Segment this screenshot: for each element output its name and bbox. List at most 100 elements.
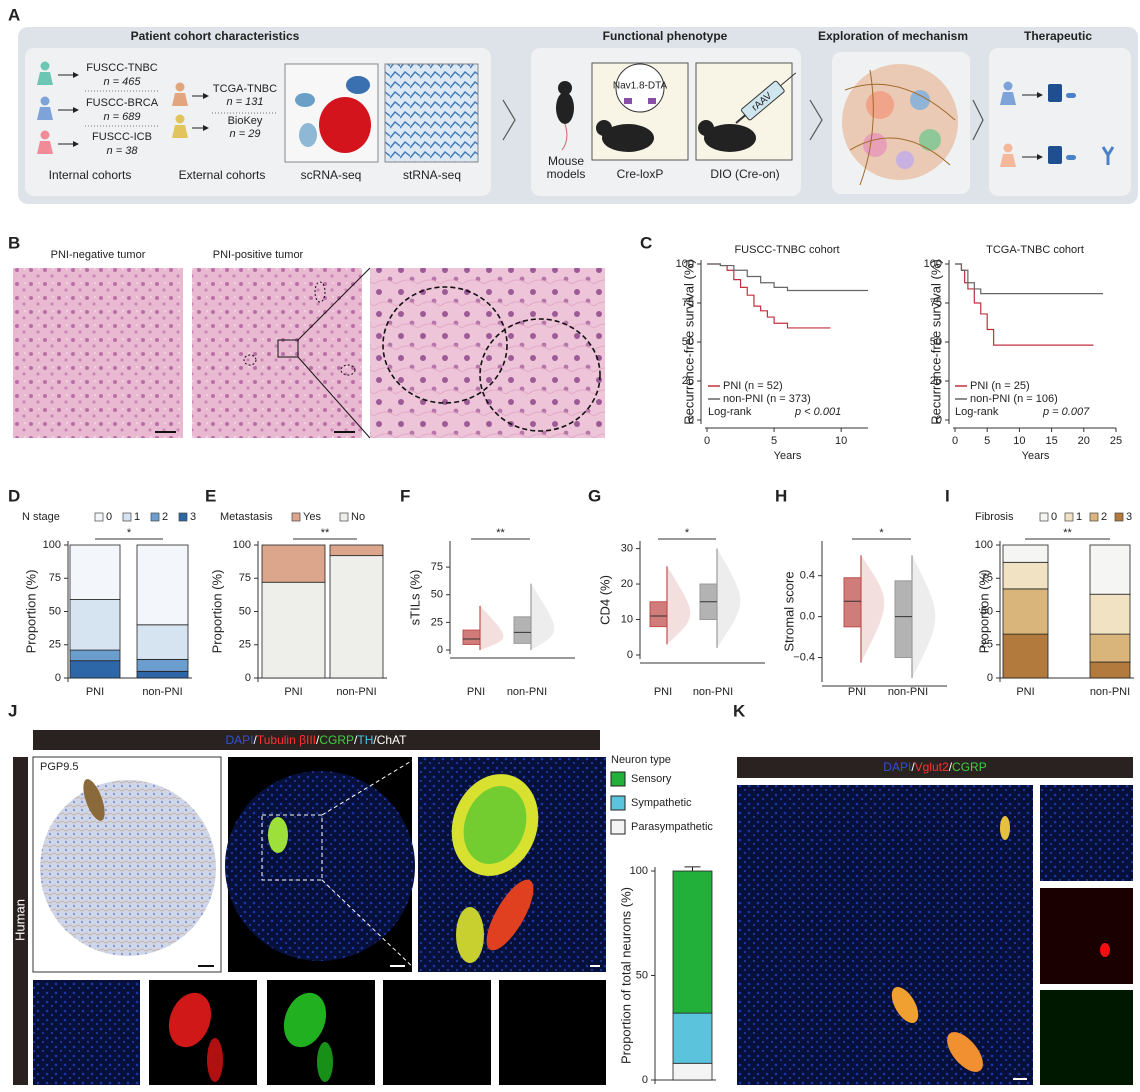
x-tick-label: 0 — [952, 435, 958, 447]
channel-vglut2 — [1040, 888, 1133, 984]
box — [513, 616, 532, 644]
cohort-name: FUSCC-BRCA — [86, 97, 159, 109]
y-tick-label: 50 — [930, 336, 942, 348]
pill-icon — [1066, 155, 1076, 160]
y-tick-label: 100 — [975, 539, 993, 551]
section-title: Therapeutic — [1024, 29, 1092, 43]
cell — [910, 90, 930, 110]
bar-segment — [69, 649, 121, 662]
y-tick-label: 25 — [682, 375, 694, 387]
if-core — [225, 771, 415, 961]
bar-segment — [69, 544, 121, 600]
bar-segment — [1089, 633, 1131, 663]
channel-signal — [283, 992, 327, 1048]
zoom-line — [297, 267, 371, 341]
x-tick-label: 15 — [1045, 435, 1057, 447]
y-tick-label: 20 — [621, 578, 633, 590]
scrna-cluster — [319, 97, 371, 153]
p-value: p = 0.007 — [1042, 406, 1090, 418]
stain-header — [737, 757, 1133, 778]
y-tick-label: 50 — [49, 605, 61, 617]
y-tick-label: 50 — [431, 589, 443, 601]
y-axis-label: Proportion (%) — [209, 570, 224, 654]
x-tick-label: PNI — [1016, 686, 1034, 698]
y-tick-label: 100 — [676, 258, 694, 270]
legend-label: Yes — [303, 511, 321, 523]
density-shape — [531, 583, 555, 650]
bar-segment — [261, 544, 326, 583]
bar-segment — [69, 660, 121, 679]
construct-label: Nav1.8-DTA — [613, 81, 668, 92]
x-tick-label: PNI — [86, 686, 104, 698]
legend-swatch — [339, 512, 349, 522]
x-axis-label: Years — [1022, 450, 1050, 462]
legend-label: 0 — [106, 511, 112, 523]
person-icon — [40, 130, 50, 140]
legend-label: 1 — [1076, 511, 1082, 523]
y-tick-label: 25 — [431, 616, 443, 628]
stain-name: DAPI — [883, 760, 911, 774]
legend-swatch — [1114, 512, 1124, 522]
mouse — [704, 124, 756, 152]
model-label: DIO (Cre-on) — [710, 167, 779, 181]
he-image — [13, 268, 183, 438]
bar-segment — [136, 624, 189, 660]
x-tick-label: non-PNI — [142, 686, 182, 698]
legend-label: PNI (n = 52) — [723, 380, 783, 392]
if-nerve — [486, 879, 534, 951]
x-tick-label: 20 — [1078, 435, 1090, 447]
bar-segment — [136, 658, 189, 672]
y-tick-label: 75 — [431, 561, 443, 573]
bar-segment — [261, 581, 326, 679]
mouse — [558, 81, 572, 95]
cohort-n: n = 29 — [230, 128, 261, 140]
bar-segment — [136, 544, 189, 626]
density-shape — [861, 555, 885, 663]
person-icon — [1003, 143, 1013, 153]
bar-segment — [1002, 561, 1049, 590]
x-tick-label: non-PNI — [888, 686, 928, 698]
mouse — [698, 120, 714, 136]
scrna-cluster — [299, 123, 317, 147]
cohort-name: FUSCC-TNBC — [86, 62, 158, 74]
stain-name: Vglut2 — [915, 760, 949, 774]
legend-title: Fibrosis — [975, 511, 1014, 523]
legend-label: No — [351, 511, 365, 523]
chart-title: TCGA-TNBC cohort — [986, 244, 1084, 256]
cohort-group-label: External cohorts — [179, 168, 266, 182]
legend-swatch — [610, 819, 626, 835]
person-icon — [1000, 92, 1016, 105]
y-axis-label: Recurrence-free survival (%) — [928, 259, 943, 424]
x-tick-label: PNI — [284, 686, 302, 698]
significance: * — [879, 527, 884, 539]
panel-letter: H — [775, 486, 787, 505]
person-icon — [37, 72, 53, 85]
y-tick-label: 25 — [981, 639, 993, 651]
loxp — [648, 98, 656, 104]
panel-letter: A — [8, 5, 20, 24]
y-tick-label: 50 — [239, 605, 251, 617]
person-icon — [172, 93, 188, 106]
stain-name: CGRP — [319, 733, 354, 747]
cohort-name: BioKey — [228, 115, 263, 127]
y-tick-label: 10 — [621, 613, 633, 625]
pni-outline — [382, 286, 508, 404]
syringe — [735, 72, 797, 124]
he-zoom-image — [370, 268, 605, 438]
y-tick-label: 100 — [43, 539, 61, 551]
strna-image — [384, 63, 479, 163]
channel-dapi — [1040, 785, 1133, 881]
y-tick-label: 75 — [49, 572, 61, 584]
person-icon — [40, 61, 50, 71]
mouse — [556, 92, 574, 124]
cohort-group-label: Internal cohorts — [49, 168, 132, 182]
cell — [896, 151, 914, 169]
section-title: Exploration of mechanism — [818, 29, 968, 43]
legend-label: 3 — [1126, 511, 1132, 523]
legend-title: Metastasis — [220, 511, 273, 523]
mouse — [596, 120, 612, 136]
significance: ** — [496, 527, 505, 539]
species-bar — [13, 757, 28, 1085]
channel-signal — [168, 992, 212, 1048]
panel-letter: F — [400, 486, 410, 505]
